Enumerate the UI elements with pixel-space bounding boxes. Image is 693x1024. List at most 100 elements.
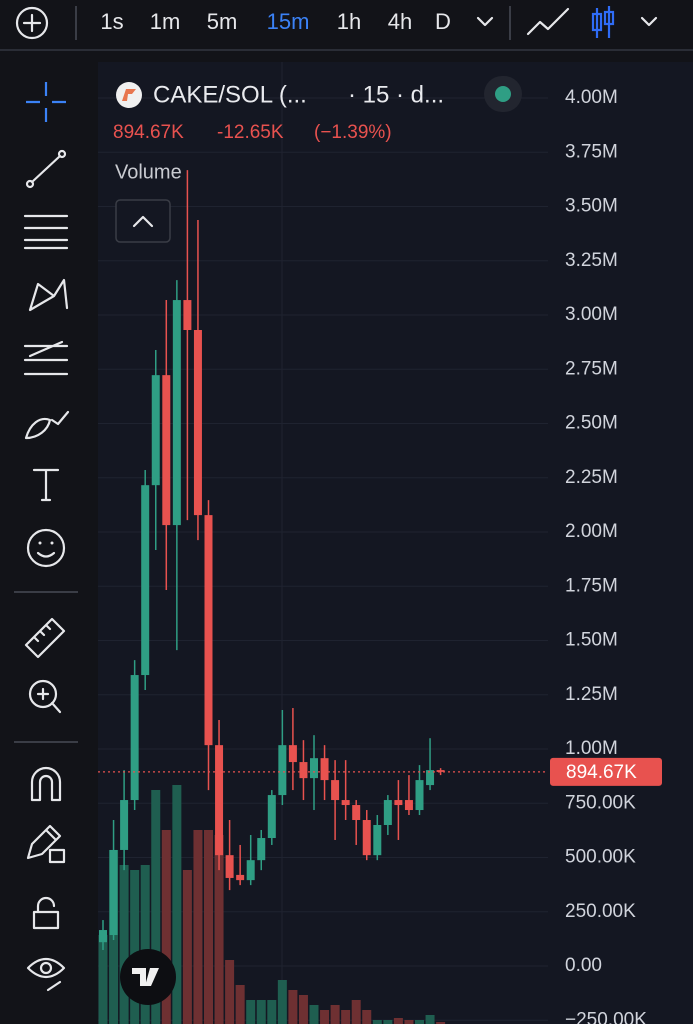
text-tool[interactable] (32, 468, 60, 502)
last-price-box (550, 757, 662, 786)
interval-button[interactable]: 1s (100, 9, 123, 34)
interval-button[interactable]: 1h (337, 9, 361, 34)
tradingview-logo (120, 949, 176, 1005)
interval-button[interactable]: 1m (150, 9, 181, 34)
candle-body (183, 300, 192, 331)
candle-body (362, 820, 371, 856)
lock-drawing-tool[interactable] (26, 824, 66, 864)
chart-type-dropdown[interactable] (640, 16, 658, 27)
magnet-tool[interactable] (30, 766, 62, 802)
y-tick-label: 3.75M (565, 141, 618, 162)
legend-change-pct: (−1.39%) (314, 122, 392, 143)
volume-bar (330, 1005, 340, 1024)
study-label: Volume (115, 161, 182, 183)
volume-bar (309, 1005, 319, 1024)
y-tick-label: 1.00M (565, 738, 618, 759)
volume-bar (225, 960, 235, 1024)
candle-body (99, 930, 107, 943)
candle-body (172, 300, 181, 526)
candle-body (225, 855, 234, 878)
crosshair-tool[interactable] (26, 82, 66, 122)
volume-bar (298, 995, 308, 1024)
volume-bar (151, 790, 161, 1024)
status-dot (495, 86, 511, 102)
y-tick-label: 750.00K (565, 792, 636, 813)
candle-body (278, 745, 287, 796)
candle-body (204, 515, 213, 746)
legend-price: 894.67K (113, 122, 184, 143)
last-price-label: 894.67K (566, 762, 637, 783)
candle-chart-button[interactable] (591, 6, 615, 38)
y-tick-label: 2.50M (565, 413, 618, 434)
add-button[interactable] (15, 6, 49, 40)
candle-body (257, 838, 266, 861)
volume-bar (204, 830, 213, 1024)
line-chart-button[interactable] (526, 7, 570, 36)
volume-bar (161, 830, 171, 1024)
candle-body (151, 375, 160, 486)
volume-bar (436, 1022, 446, 1024)
candle-body (331, 780, 340, 801)
projection-tool[interactable] (23, 340, 69, 376)
volume-bar (393, 1018, 403, 1024)
volume-bar (351, 1000, 361, 1024)
interval-button[interactable]: 4h (388, 9, 412, 34)
candle-body (236, 874, 245, 881)
interval-button[interactable]: D (435, 9, 451, 34)
volume-bar (383, 1020, 393, 1024)
volume-bar (256, 1000, 266, 1024)
volume-bar (320, 1010, 330, 1024)
interval-dropdown[interactable] (476, 16, 494, 27)
collapse-button[interactable] (115, 199, 171, 243)
volume-bar (172, 785, 182, 1024)
y-tick-label: 500.00K (565, 847, 636, 868)
volume-bar (119, 865, 129, 1024)
y-tick-label: 1.25M (565, 684, 618, 705)
y-tick-label: 250.00K (565, 901, 636, 922)
interval-group: 1s 1m 5m 15m 1h 4h D (100, 9, 451, 34)
y-tick-label: 2.00M (565, 521, 618, 542)
volume-bar (140, 865, 150, 1024)
candle-body (415, 780, 424, 811)
candle-body (288, 745, 297, 763)
volume-bar (341, 1010, 351, 1024)
candle-body (193, 330, 202, 516)
volume-bar (214, 835, 224, 1024)
brush-tool[interactable] (24, 410, 70, 440)
candle-body (404, 800, 413, 811)
volume-bar (277, 980, 287, 1024)
volume-bar (182, 870, 192, 1024)
plot: 4.00M 3.75M 3.50M 3.25M 3.00M 2.75M 2.50M 2.25M… (98, 62, 662, 1024)
volume-bar (130, 870, 140, 1024)
candle-body (109, 849, 118, 936)
zoom-tool[interactable] (28, 679, 62, 714)
candle-body (320, 758, 329, 781)
candle-body (141, 485, 150, 676)
fib-tool[interactable] (23, 214, 69, 250)
candle-body (426, 770, 435, 786)
volume-bar (425, 1015, 435, 1024)
y-tick-label: 3.50M (565, 196, 618, 217)
interval-button[interactable]: 5m (207, 9, 238, 34)
candle-body (436, 770, 445, 772)
volume-bar (193, 830, 203, 1024)
ruler-tool[interactable] (24, 617, 66, 659)
emoji-tool[interactable] (26, 528, 66, 568)
candle-body (130, 675, 139, 801)
pattern-tool[interactable] (28, 278, 69, 312)
unlock-tool[interactable] (32, 896, 60, 930)
candle-body (299, 762, 308, 779)
candle-body (246, 860, 255, 881)
volume-bar (246, 1000, 256, 1024)
volume-bar (415, 1020, 424, 1024)
y-tick-label: 3.00M (565, 304, 618, 325)
y-tick-label: 2.75M (565, 358, 618, 379)
volume-bar (235, 985, 245, 1024)
symbol: CAKE/SOL (... (153, 81, 307, 108)
interval-label: · 15 · d... (348, 81, 444, 108)
trend-line-tool[interactable] (25, 149, 67, 189)
candle-body (215, 745, 224, 856)
visibility-tool[interactable] (26, 957, 66, 992)
interval-button[interactable]: 15m (267, 9, 310, 34)
